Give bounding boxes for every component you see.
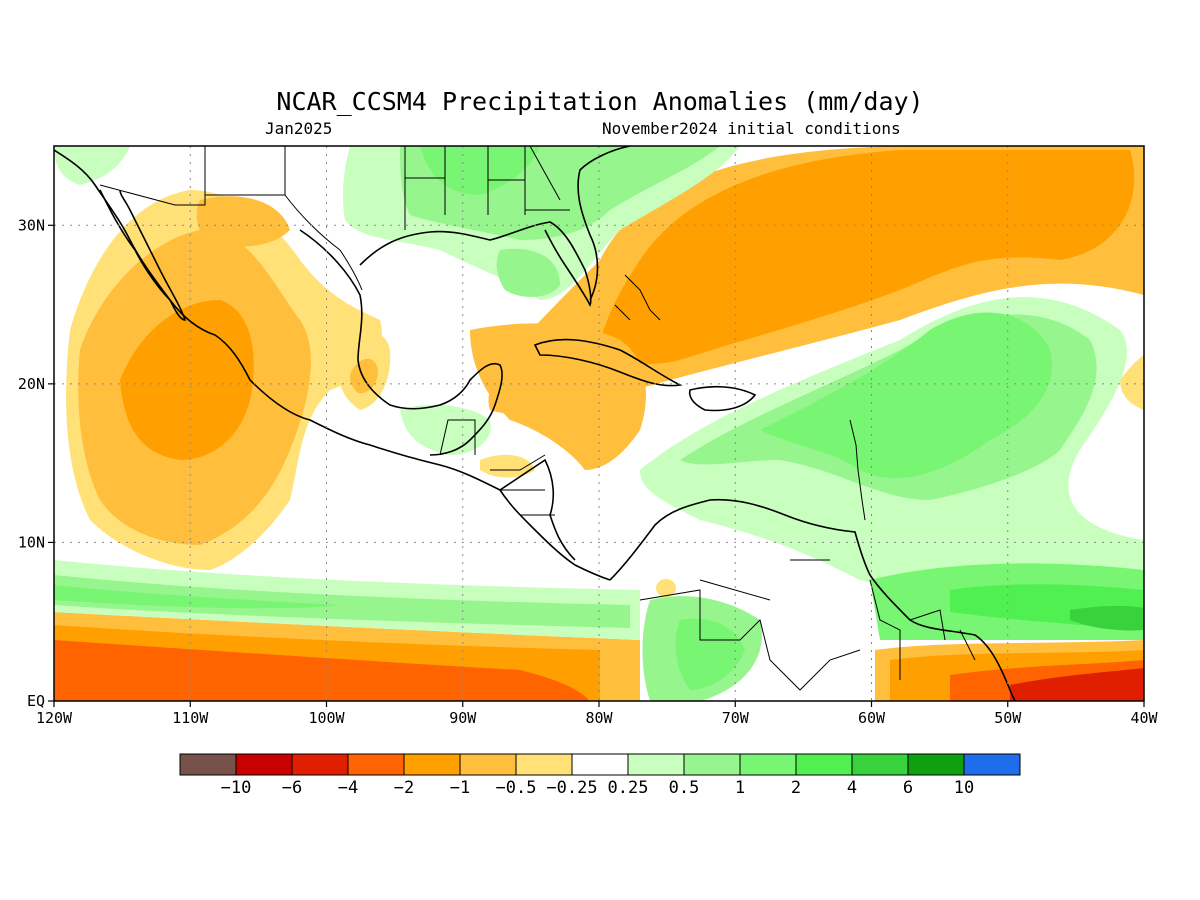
lon-tick-label: 60W: [858, 709, 886, 727]
lat-tick-label: EQ: [27, 692, 45, 710]
lon-tick-label: 50W: [994, 709, 1022, 727]
colorbar-swatch: [739, 753, 797, 776]
wet-anomaly-fields: [54, 146, 1144, 701]
atlantic-dry-band-core: [600, 150, 1135, 364]
caribbean-dry-patch: [470, 323, 646, 470]
pacific-coast-wet-patch: [54, 146, 130, 185]
south-america-borders: [639, 559, 976, 691]
colorbar-swatch: [851, 753, 909, 776]
valid-month-label: Jan2025: [265, 119, 332, 138]
axis-tick-labels: 120W 110W 100W 90W 80W 70W 60W 50W 40W EQ 10N 20N 30…: [18, 216, 1159, 727]
us-southeast-wet-core: [420, 146, 540, 195]
colorbar-swatch: [235, 753, 293, 776]
colorbar-swatch: [907, 753, 965, 776]
colorbar-label: −10: [221, 778, 252, 798]
lat-tick-label: 20N: [18, 375, 45, 393]
colorbar-swatch: [963, 753, 1021, 776]
colorbar-swatch: [683, 753, 741, 776]
colorbar-label: −2: [394, 778, 414, 798]
lat-lon-gridlines: [54, 146, 1144, 701]
central-america-caribbean-coast: [499, 458, 576, 561]
colorbar-swatch: [179, 753, 237, 776]
lesser-antilles: [849, 419, 866, 521]
colorbar-labels: −10 −6 −4 −2 −1 −0.5 −0.25 0.25 0.5 1 2 4 6 10: [221, 778, 975, 798]
lon-tick-label: 110W: [172, 709, 209, 727]
colorbar-swatch: [459, 753, 517, 776]
colorbar-swatch: [291, 753, 349, 776]
florida-atlantic-coast: [577, 146, 631, 301]
cuba: [533, 338, 683, 387]
us-mexico-border: [99, 146, 363, 291]
lon-tick-label: 40W: [1130, 709, 1158, 727]
central-america-borders: [439, 419, 555, 516]
equatorial-pacific-wet-core: [54, 585, 340, 609]
honduras-dry-patch: [480, 454, 535, 478]
coastlines: [54, 146, 1016, 701]
atlantic-wet-core: [760, 312, 1052, 479]
east-atlantic-dry-edge: [1120, 355, 1144, 410]
hispaniola: [688, 385, 757, 412]
equatorial-atlantic-wet-max: [1070, 605, 1144, 631]
initial-conditions-label: November2024 initial conditions: [602, 119, 901, 138]
lon-tick-label: 120W: [36, 709, 73, 727]
baja-california: [99, 189, 187, 321]
colorbar-label: −4: [338, 778, 358, 798]
colorbar-label: −0.5: [496, 778, 537, 798]
colorbar-swatch: [403, 753, 461, 776]
us-state-lines: [404, 146, 570, 230]
northwest-mexico-dry-patch: [196, 196, 290, 247]
us-gulf-coast: [359, 221, 592, 307]
colorbar-swatch: [571, 753, 629, 776]
equatorial-pacific-dry-core: [54, 640, 590, 701]
colorbar-label: 10: [954, 778, 974, 798]
lon-tick-label: 90W: [449, 709, 477, 727]
colorbar-label: −6: [282, 778, 302, 798]
north-america-pacific-coast: [54, 149, 611, 581]
axis-ticks: [48, 224, 1145, 707]
colorbar-swatch: [795, 753, 853, 776]
colorbar-label: 6: [903, 778, 913, 798]
colorbar: [179, 753, 1021, 776]
colorbar-label: 0.5: [669, 778, 700, 798]
political-borders: [99, 146, 976, 691]
colorbar-label: 1: [735, 778, 745, 798]
colorbar-swatch: [347, 753, 405, 776]
colorbar-label: −1: [450, 778, 470, 798]
colorbar-label: 4: [847, 778, 857, 798]
colorbar-swatch: [627, 753, 685, 776]
lat-tick-label: 30N: [18, 216, 45, 234]
gulf-wet-patch: [496, 248, 560, 297]
colorbar-swatch: [515, 753, 573, 776]
colorbar-label: 0.25: [608, 778, 649, 798]
chart-title: NCAR_CCSM4 Precipitation Anomalies (mm/d…: [276, 87, 923, 116]
south-america-wet-core: [675, 618, 745, 690]
map-panel: [54, 146, 1144, 701]
gulf-of-mexico-coast: [299, 229, 503, 456]
south-american-dry-patch: [656, 579, 676, 597]
minor-dry-patches: [196, 196, 535, 478]
colorbar-label: 2: [791, 778, 801, 798]
lon-tick-label: 100W: [308, 709, 345, 727]
equatorial-atlantic-dry-max: [1010, 668, 1144, 701]
lon-tick-label: 70W: [722, 709, 750, 727]
lat-tick-label: 10N: [18, 533, 45, 551]
equatorial-pacific-wet-mid: [54, 575, 630, 628]
lon-tick-label: 80W: [585, 709, 613, 727]
colorbar-label: −0.25: [546, 778, 597, 798]
bahamas: [614, 274, 661, 321]
south-america-north-coast: [609, 498, 1016, 701]
mexico-dry-core: [350, 358, 378, 394]
